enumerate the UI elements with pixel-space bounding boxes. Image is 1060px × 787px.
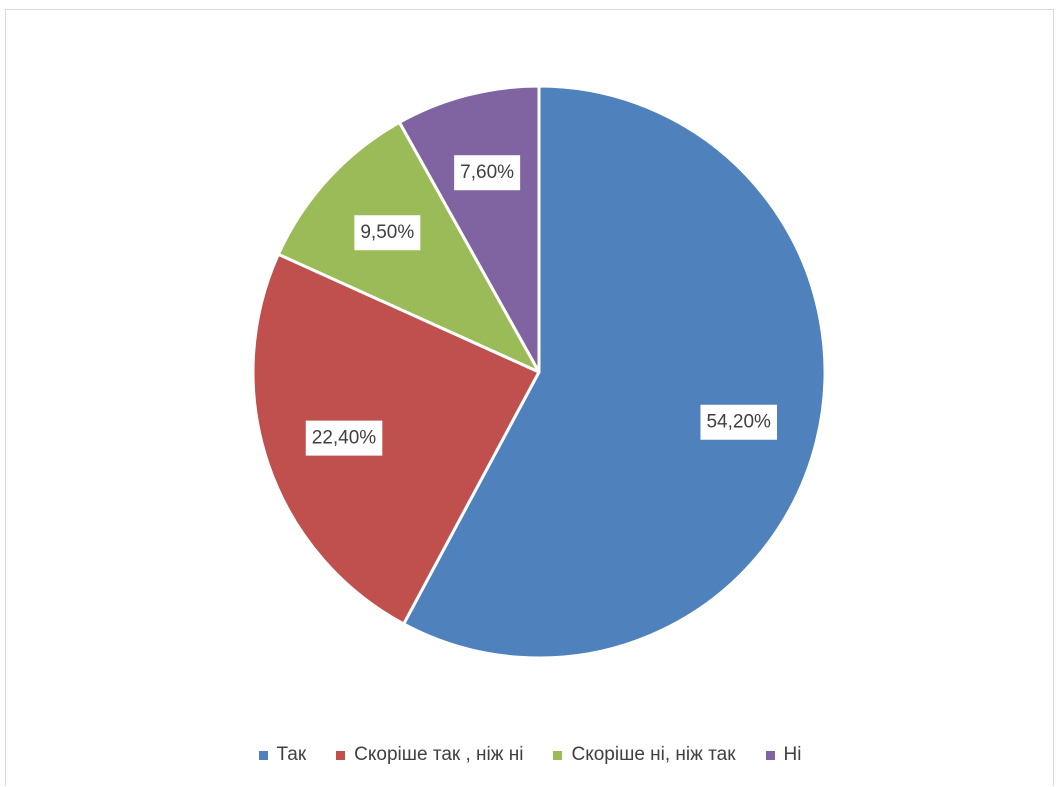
- data-label-box-ni: [454, 155, 521, 191]
- legend-item-ni[interactable]: Ні: [765, 744, 802, 766]
- pie-slice-skorishe-tak[interactable]: [251, 252, 541, 626]
- data-label-box-skorishe-ni: [354, 215, 421, 251]
- data-label-box-skorishe-tak: [305, 420, 383, 456]
- legend-swatch-ni: [765, 750, 775, 760]
- legend-label-ni: Ні: [783, 744, 802, 765]
- data-label-skorishe-tak: 22,40%: [305, 420, 383, 456]
- data-label-tak: 54,20%: [700, 404, 778, 440]
- legend-swatch-skorishe-tak: [336, 750, 346, 760]
- legend-item-tak[interactable]: Так: [258, 744, 307, 766]
- data-label-text-skorishe-tak: 22,40%: [312, 428, 377, 449]
- data-label-ni: 7,60%: [454, 155, 521, 191]
- data-label-skorishe-ni: 9,50%: [354, 215, 421, 251]
- legend-swatch-tak: [258, 750, 268, 760]
- data-label-box-tak: [700, 404, 778, 440]
- legend-label-tak: Так: [276, 744, 307, 765]
- data-label-text-tak: 54,20%: [706, 412, 771, 433]
- pie-slice-tak[interactable]: [402, 84, 827, 660]
- legend-item-skorishe-tak[interactable]: Скоріше так , ніж ні: [336, 744, 523, 766]
- legend: Так Скоріше так , ніж ні Скоріше ні, ніж…: [0, 740, 1060, 770]
- legend-label-skorishe-tak: Скоріше так , ніж ні: [354, 744, 524, 765]
- data-label-text-ni: 7,60%: [460, 162, 514, 183]
- data-label-text-skorishe-ni: 9,50%: [360, 222, 414, 243]
- legend-swatch-skorishe-ni: [553, 750, 563, 760]
- legend-item-skorishe-ni[interactable]: Скоріше ні, ніж так: [553, 744, 736, 766]
- legend-label-skorishe-ni: Скоріше ні, ніж так: [571, 744, 736, 765]
